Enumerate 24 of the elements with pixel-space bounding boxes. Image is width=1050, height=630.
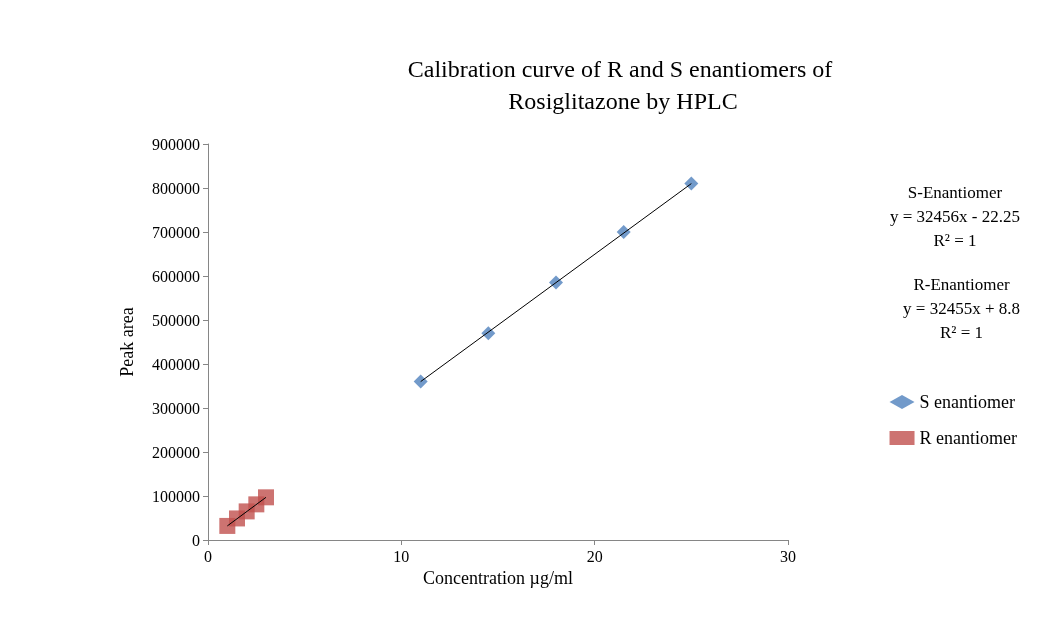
legend-label: S enantiomer [919,392,1016,412]
x-tick-label: 30 [780,547,796,565]
y-tick-label: 100000 [152,487,200,505]
x-tick-label: 0 [204,547,212,565]
y-tick-label: 800000 [152,179,200,197]
chart-title: Calibration curve of R and S enantiomers of Rosiglitazone by HPLC [407,56,839,114]
y-axis-title: Peak area [117,307,137,377]
x-tick-label: 10 [393,547,410,565]
y-tick-label: 700000 [152,223,200,241]
legend-label: R enantiomer [919,428,1018,448]
y-tick-label: 900000 [152,135,200,153]
text: S-Enantiomer y = 32456x - 22.25 R² = 1 [890,182,1020,250]
y-tick-label: 0 [192,531,200,549]
point [413,374,428,389]
point [684,176,699,191]
y-tick-label: 300000 [152,399,200,417]
text: R-Enantiomer y = 32455x + 8.8 R² = 1 [903,274,1021,342]
x-tick-label: 20 [586,547,603,565]
y-tick-label: 200000 [152,443,200,461]
y-tick-label: 400000 [152,355,200,373]
y-tick-label: 500000 [152,311,200,329]
point [258,489,274,506]
y-tick-label: 600000 [152,267,200,285]
x-axis-title: Concentration µg/ml [423,567,573,588]
